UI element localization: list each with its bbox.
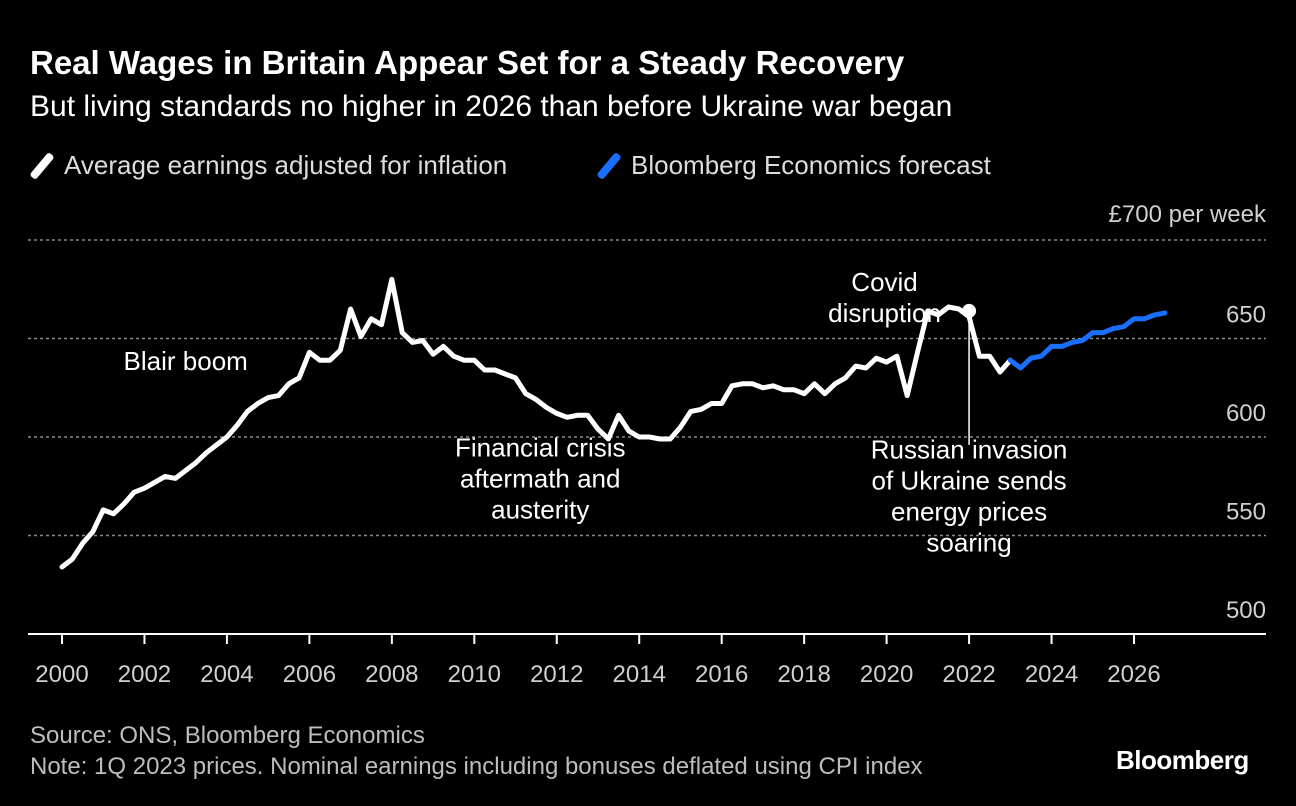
annotation-line: Financial crisis [455,433,626,463]
y-tick-label: £700 per week [1109,201,1267,228]
annotation-line: energy prices [891,497,1047,527]
annotation-invasion: Russian invasion of Ukraine sends energy p… [871,435,1068,558]
annotation-line: Russian invasion [871,435,1068,465]
x-tick-label: 2014 [613,661,666,688]
annotation-crisis: Financial crisis aftermath and austerity [455,433,626,525]
x-tick-label: 2012 [530,661,583,688]
x-tick-label: 2008 [365,661,418,688]
bloomberg-logo: Bloomberg [1116,745,1249,775]
annotation-line: Covid [851,267,917,297]
series-line-forecast [1007,310,1168,371]
x-tick-label: 2022 [942,661,995,688]
legend-label-forecast: Bloomberg Economics forecast [631,150,991,180]
x-tick-label: 2006 [283,661,336,688]
source-note: Source: ONS, Bloomberg Economics [30,722,425,749]
y-tick-label: 550 [1226,499,1266,526]
annotation-line: soaring [926,528,1011,558]
x-tick-label: 2004 [200,661,253,688]
x-tick-label: 2000 [35,661,88,688]
x-tick-label: 2020 [860,661,913,688]
annotation-line: of Ukraine sends [872,466,1067,496]
series-line-actual [59,276,1013,570]
legend-item-forecast: Bloomberg Economics forecast [596,150,991,181]
x-tick-label: 2002 [118,661,171,688]
annotation-line: disruption [828,298,941,328]
annotation-line: aftermath and [460,464,620,494]
x-tick-label: 2018 [777,661,830,688]
footnote: Note: 1Q 2023 prices. Nominal earnings i… [30,753,923,780]
y-tick-label: 600 [1226,400,1266,427]
annotation-marker [962,303,977,318]
legend-item-actual: Average earnings adjusted for inflation [29,150,508,181]
annotation-line: Blair boom [124,346,248,376]
x-tick-label: 2026 [1107,661,1160,688]
x-tick-label: 2024 [1025,661,1078,688]
y-tick-label: 500 [1226,597,1266,624]
chart-subtitle: But living standards no higher in 2026 t… [30,90,953,123]
chart-title: Real Wages in Britain Appear Set for a S… [30,44,905,81]
annotation-blair: Blair boom [124,346,248,376]
annotation-line: austerity [491,495,589,525]
line-chart: 500 550 600 650 £700 per week 2000 2002 2004 200… [28,201,1267,688]
legend-label-actual: Average earnings adjusted for inflation [64,150,508,180]
x-tick-label: 2016 [695,661,748,688]
x-tick-label: 2010 [448,661,501,688]
annotation-covid: Covid disruption [828,267,941,328]
y-tick-label: 650 [1226,302,1266,329]
